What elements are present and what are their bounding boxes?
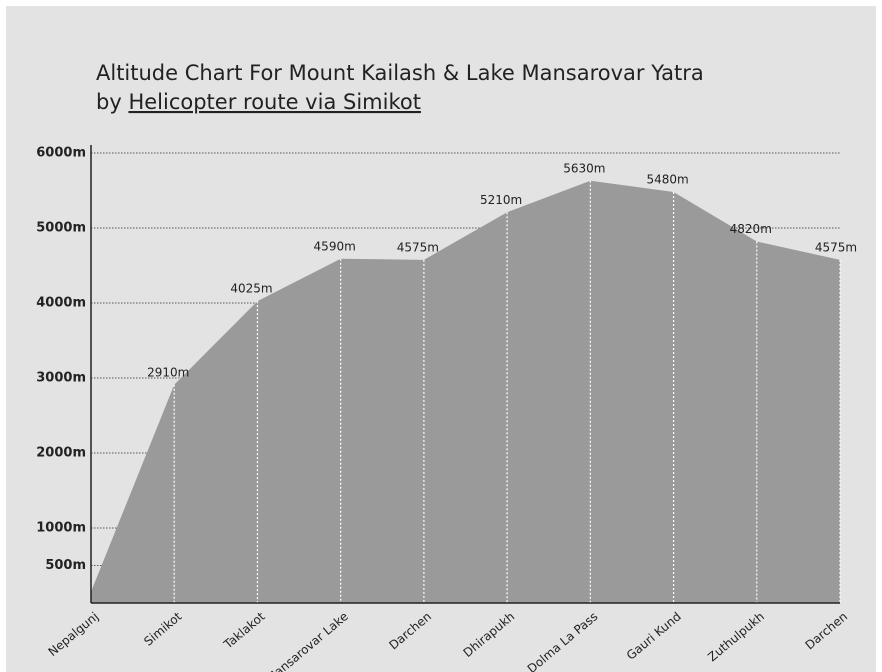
y-tick-label: 4000m bbox=[36, 296, 86, 311]
value-label: 4575m bbox=[815, 240, 857, 254]
subtitle-link: Helicopter route via Simikot bbox=[128, 90, 420, 114]
value-label: 4820m bbox=[730, 222, 772, 236]
value-label: 2910m bbox=[147, 365, 189, 379]
value-label: 4025m bbox=[230, 282, 272, 296]
area bbox=[91, 180, 840, 603]
y-tick-label: 6000m bbox=[36, 146, 86, 161]
value-label: 4575m bbox=[397, 240, 439, 254]
value-label: 5480m bbox=[646, 173, 688, 187]
y-tick-label: 500m bbox=[45, 558, 86, 573]
y-tick-label: 5000m bbox=[36, 221, 86, 236]
y-tick-label: 1000m bbox=[36, 521, 86, 536]
value-label: 4590m bbox=[314, 239, 356, 253]
chart-subtitle: by Helicopter route via Simikot bbox=[96, 90, 421, 114]
y-tick-label: 3000m bbox=[36, 371, 86, 386]
y-tick-label: 2000m bbox=[36, 446, 86, 461]
subtitle-lead: by bbox=[96, 90, 122, 114]
value-label: 5210m bbox=[480, 193, 522, 207]
value-label: 5630m bbox=[563, 161, 605, 175]
chart-title: Altitude Chart For Mount Kailash & Lake … bbox=[96, 61, 704, 85]
